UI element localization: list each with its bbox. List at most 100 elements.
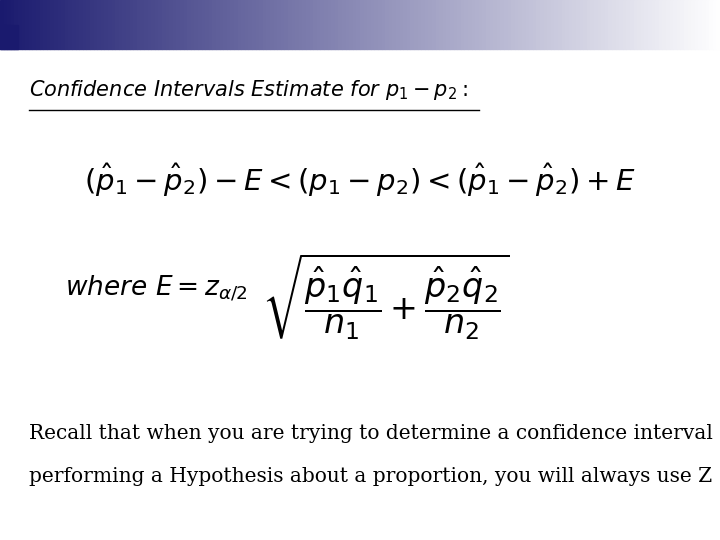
Bar [72,0,76,49]
Bar [248,0,252,49]
Bar [47,0,50,49]
Bar [446,0,450,49]
Bar [644,0,648,49]
Bar [14,0,18,49]
Bar [54,0,58,49]
Bar [583,0,587,49]
Bar [637,0,641,49]
Bar [619,0,623,49]
Bar [166,0,169,49]
Text: $(\hat{p}_1 - \hat{p}_2) - E < (p_1 - p_2) < (\hat{p}_1 - \hat{p}_2) + E$: $(\hat{p}_1 - \hat{p}_2) - E < (p_1 - p_… [84,163,636,199]
Bar [439,0,443,49]
Bar [475,0,479,49]
Bar [515,0,518,49]
Bar [572,0,576,49]
Bar [464,0,468,49]
Bar [310,0,313,49]
Bar [364,0,367,49]
Bar [443,0,446,49]
Bar [281,0,284,49]
Bar [104,0,108,49]
Bar [306,0,310,49]
Bar [662,0,666,49]
Bar [223,0,227,49]
Bar [130,0,133,49]
Bar [648,0,652,49]
Bar [342,0,346,49]
Bar [180,0,184,49]
Bar [209,0,212,49]
Bar [529,0,533,49]
Bar [461,0,464,49]
Bar [331,0,335,49]
Bar [385,0,389,49]
Bar [266,0,270,49]
Bar [320,0,324,49]
Bar [122,0,126,49]
Bar [270,0,274,49]
Bar [238,0,241,49]
Bar [414,0,418,49]
Bar [292,0,295,49]
Bar [486,0,490,49]
Bar [522,0,526,49]
Bar [400,0,403,49]
Bar [133,0,137,49]
Bar [97,0,101,49]
Bar [108,0,112,49]
Bar [490,0,493,49]
Bar [432,0,436,49]
Bar [259,0,263,49]
Bar [61,0,65,49]
Bar [482,0,486,49]
Bar [371,0,374,49]
Bar [403,0,407,49]
Bar [569,0,572,49]
Bar [245,0,248,49]
Bar [86,0,90,49]
Bar [126,0,130,49]
Bar [688,0,691,49]
Bar [284,0,288,49]
Bar [299,0,302,49]
Bar [410,0,414,49]
Text: $\mathit{Confidence\ Intervals\ Estimate\ for\ p_1}$$\mathit{{\rm -}p_2{:}}$: $\mathit{Confidence\ Intervals\ Estimate… [29,78,467,102]
Bar [176,0,180,49]
Bar [115,0,119,49]
Bar [454,0,457,49]
Bar [407,0,410,49]
Bar [580,0,583,49]
Bar [641,0,644,49]
Bar [630,0,634,49]
Bar [450,0,454,49]
Bar [227,0,230,49]
Bar [155,0,158,49]
Bar [324,0,328,49]
Bar [526,0,529,49]
Bar [65,0,68,49]
Bar [695,0,698,49]
Bar [205,0,209,49]
Bar [119,0,122,49]
Bar [32,0,36,49]
Bar [230,0,234,49]
Bar [382,0,385,49]
Bar [601,0,605,49]
Bar [0,0,4,49]
Bar [4,0,7,49]
Bar [508,0,511,49]
Bar [504,0,508,49]
Bar [709,0,713,49]
Bar [652,0,655,49]
Bar [335,0,338,49]
Bar [659,0,662,49]
Bar [457,0,461,49]
Bar [295,0,299,49]
Bar [468,0,472,49]
Bar [716,0,720,49]
Bar [590,0,594,49]
Bar [194,0,198,49]
Bar [40,0,43,49]
Bar [58,0,61,49]
Text: $\sqrt{\dfrac{\hat{p}_1\hat{q}_1}{n_1} + \dfrac{\hat{p}_2\hat{q}_2}{n_2}}$: $\sqrt{\dfrac{\hat{p}_1\hat{q}_1}{n_1} +… [261,252,509,342]
